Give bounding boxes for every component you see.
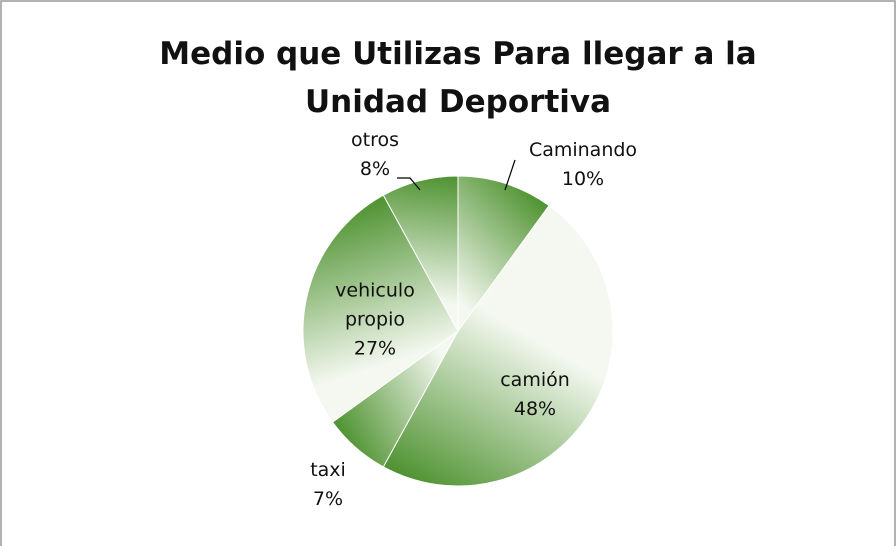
value-label: 27% xyxy=(353,337,397,360)
category: camión xyxy=(500,369,570,391)
value-label: 10% xyxy=(561,168,605,190)
pie-slice xyxy=(457,175,550,333)
slice-label: vehiculo propio 27% xyxy=(320,277,430,364)
value-label: 48% xyxy=(513,398,557,420)
value-label: 8% xyxy=(359,158,391,180)
pie-slice xyxy=(302,194,459,423)
category: vehiculo propio xyxy=(335,279,415,331)
pie-slice xyxy=(382,175,459,332)
leader-line xyxy=(504,159,516,191)
slice-label: otros 8% xyxy=(351,126,399,184)
category: taxi xyxy=(310,459,346,481)
category: Caminando xyxy=(528,139,638,161)
pie-slice xyxy=(382,204,614,487)
slice-label: Caminando 10% xyxy=(529,136,637,194)
category: otros xyxy=(351,129,399,151)
leader-line xyxy=(397,177,421,191)
chart-title: Medio que Utilizas Para llegar a la Unid… xyxy=(159,36,757,120)
slice-label: taxi 7% xyxy=(310,456,346,514)
value-label: 7% xyxy=(312,488,344,510)
slice-label: camión 48% xyxy=(500,366,570,424)
